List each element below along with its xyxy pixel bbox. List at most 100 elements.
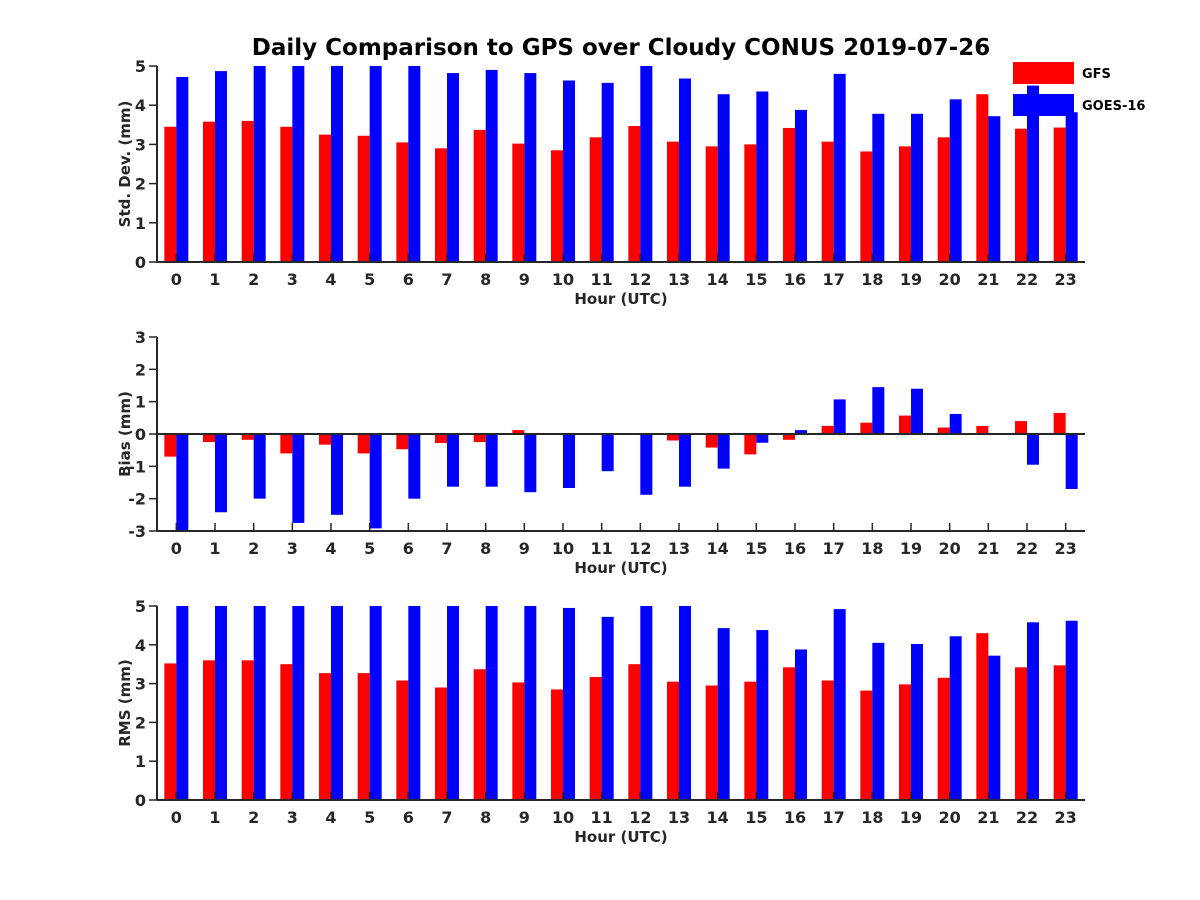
- bar-bias-gfs-hour-17: [821, 425, 834, 434]
- bar-rms-gfs-hour-2: [241, 660, 254, 800]
- ytick-label-bias--3: -3: [128, 522, 146, 541]
- bar-bias-goes16-hour-11: [601, 434, 614, 472]
- bar-bias-gfs-hour-6: [396, 434, 409, 450]
- ylabel-rms: RMS (mm): [116, 659, 134, 746]
- bar-bias-goes16-hour-19: [911, 388, 923, 434]
- xtick-label-rms-21: 21: [977, 808, 999, 827]
- bar-bias-goes16-hour-10: [563, 434, 575, 488]
- bar-rms-goes16-hour-11: [601, 616, 614, 800]
- xtick-label-bias-17: 17: [823, 539, 845, 558]
- bar-std-dev-goes16-hour-0: [176, 76, 189, 262]
- xtick-label-std-dev-21: 21: [977, 270, 999, 289]
- bar-std-dev-goes16-hour-1: [215, 71, 227, 262]
- xtick-label-rms-22: 22: [1016, 808, 1038, 827]
- bar-rms-gfs-hour-3: [280, 664, 293, 800]
- bar-std-dev-goes16-hour-13: [679, 78, 691, 262]
- bar-rms-goes16-hour-20: [949, 636, 962, 800]
- bar-rms-gfs-hour-4: [319, 673, 331, 800]
- legend-swatch-goes-16: [1013, 94, 1074, 116]
- bar-rms-goes16-hour-2: [253, 606, 266, 800]
- xtick-label-bias-11: 11: [591, 539, 613, 558]
- bar-bias-gfs-hour-1: [203, 434, 215, 443]
- bar-std-dev-goes16-hour-4: [331, 66, 343, 262]
- bar-rms-goes16-hour-6: [408, 606, 421, 800]
- bar-rms-gfs-hour-22: [1015, 667, 1027, 800]
- bar-std-dev-gfs-hour-15: [744, 144, 757, 262]
- xtick-label-std-dev-13: 13: [668, 270, 690, 289]
- xtick-label-rms-14: 14: [707, 808, 729, 827]
- legend-swatch-gfs: [1013, 62, 1074, 84]
- xtick-label-bias-19: 19: [900, 539, 922, 558]
- bar-std-dev-goes16-hour-18: [872, 113, 885, 262]
- bar-rms-goes16-hour-13: [679, 606, 691, 800]
- xtick-label-std-dev-1: 1: [209, 270, 220, 289]
- bar-rms-goes16-hour-3: [292, 606, 305, 800]
- xtick-label-rms-20: 20: [939, 808, 961, 827]
- bar-std-dev-gfs-hour-17: [821, 141, 834, 262]
- bar-rms-gfs-hour-23: [1053, 665, 1066, 800]
- xtick-label-bias-22: 22: [1016, 539, 1038, 558]
- bar-bias-goes16-hour-13: [679, 434, 691, 487]
- bar-std-dev-gfs-hour-23: [1053, 127, 1066, 262]
- bar-rms-goes16-hour-9: [524, 606, 537, 800]
- ylabel-std-dev: Std. Dev. (mm): [116, 101, 134, 228]
- bar-std-dev-gfs-hour-12: [628, 125, 641, 262]
- bar-rms-goes16-hour-0: [176, 606, 189, 800]
- xtick-label-bias-6: 6: [403, 539, 414, 558]
- bar-std-dev-goes16-hour-17: [833, 73, 846, 262]
- bar-bias-gfs-hour-16: [783, 434, 795, 440]
- xlabel-bias: Hour (UTC): [574, 559, 667, 577]
- bar-rms-goes16-hour-22: [1027, 622, 1039, 800]
- bar-bias-gfs-hour-5: [357, 434, 370, 454]
- xtick-label-bias-14: 14: [707, 539, 729, 558]
- legend-label-goes-16: GOES-16: [1082, 99, 1145, 114]
- bar-rms-gfs-hour-18: [860, 690, 873, 800]
- xtick-label-rms-18: 18: [861, 808, 883, 827]
- xtick-label-bias-5: 5: [364, 539, 375, 558]
- bar-rms-gfs-hour-15: [744, 681, 757, 800]
- bar-rms-goes16-hour-7: [447, 606, 459, 800]
- bar-rms-gfs-hour-9: [512, 682, 525, 800]
- ytick-label-bias-0: 0: [135, 425, 146, 444]
- bar-bias-goes16-hour-17: [833, 399, 846, 434]
- bar-rms-gfs-hour-20: [937, 677, 950, 800]
- chart-title: Daily Comparison to GPS over Cloudy CONU…: [252, 35, 990, 61]
- bar-std-dev-goes16-hour-11: [601, 82, 614, 262]
- bar-std-dev-gfs-hour-6: [396, 142, 409, 262]
- bar-std-dev-goes16-hour-22: [1027, 85, 1039, 262]
- xtick-label-rms-2: 2: [248, 808, 259, 827]
- xtick-label-std-dev-14: 14: [707, 270, 729, 289]
- bar-rms-gfs-hour-14: [705, 685, 718, 800]
- xtick-label-rms-4: 4: [325, 808, 336, 827]
- bar-bias-goes16-hour-12: [640, 434, 653, 495]
- bar-std-dev-gfs-hour-9: [512, 143, 525, 262]
- bar-bias-gfs-hour-13: [667, 434, 679, 441]
- xtick-label-std-dev-4: 4: [325, 270, 336, 289]
- bar-rms-gfs-hour-5: [357, 673, 370, 800]
- xtick-label-rms-5: 5: [364, 808, 375, 827]
- bar-std-dev-gfs-hour-14: [705, 146, 718, 262]
- bar-bias-goes16-hour-2: [253, 434, 266, 499]
- xtick-label-std-dev-2: 2: [248, 270, 259, 289]
- bar-std-dev-goes16-hour-6: [408, 66, 421, 262]
- bar-bias-goes16-hour-14: [717, 434, 730, 469]
- xtick-label-bias-2: 2: [248, 539, 259, 558]
- bar-std-dev-goes16-hour-15: [756, 91, 769, 262]
- ytick-label-rms-1: 1: [135, 752, 146, 771]
- xtick-label-rms-3: 3: [287, 808, 298, 827]
- bar-rms-goes16-hour-16: [795, 649, 807, 800]
- bar-rms-gfs-hour-8: [473, 669, 486, 800]
- bar-bias-goes16-hour-15: [756, 434, 769, 443]
- xtick-label-bias-15: 15: [745, 539, 767, 558]
- bar-bias-gfs-hour-22: [1015, 421, 1027, 434]
- xtick-label-std-dev-8: 8: [480, 270, 491, 289]
- ytick-label-rms-5: 5: [135, 597, 146, 616]
- bar-rms-gfs-hour-19: [899, 684, 911, 800]
- xtick-label-bias-12: 12: [629, 539, 651, 558]
- bar-bias-gfs-hour-0: [164, 434, 177, 457]
- ytick-label-std-dev-3: 3: [135, 135, 146, 154]
- bar-bias-gfs-hour-7: [435, 434, 447, 444]
- bar-bias-goes16-hour-23: [1065, 434, 1078, 489]
